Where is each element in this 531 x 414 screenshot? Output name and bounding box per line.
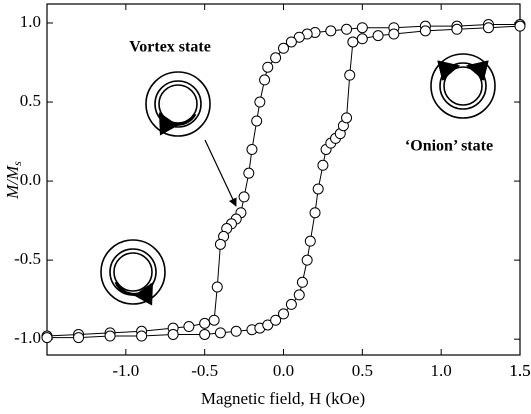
data-point bbox=[356, 22, 368, 34]
y-axis-label-sub: s bbox=[10, 161, 24, 166]
data-point bbox=[251, 115, 263, 127]
data-point bbox=[482, 22, 494, 34]
data-point bbox=[301, 254, 313, 266]
data-point bbox=[514, 20, 526, 32]
data-point bbox=[344, 69, 356, 81]
vortex-icon-2 bbox=[100, 239, 166, 306]
data-point bbox=[214, 238, 226, 250]
data-point bbox=[238, 191, 250, 203]
data-point bbox=[419, 25, 431, 37]
data-point bbox=[183, 321, 195, 333]
data-point bbox=[136, 330, 148, 342]
data-point bbox=[208, 314, 220, 326]
data-point bbox=[278, 42, 289, 54]
y-tick-label: 1.0 bbox=[20, 12, 41, 31]
x-tick-label: 1.0 bbox=[431, 361, 452, 380]
data-point bbox=[167, 328, 179, 340]
data-point bbox=[246, 143, 258, 155]
y-tick-label: 0.5 bbox=[20, 91, 41, 110]
annotation: Vortex state bbox=[129, 39, 211, 56]
data-point bbox=[270, 52, 282, 64]
data-point bbox=[262, 319, 274, 331]
data-point bbox=[254, 96, 266, 108]
x-tick-label: -1.0 bbox=[112, 361, 139, 380]
x-tick-label: 1.5 bbox=[509, 361, 530, 380]
data-point bbox=[211, 281, 223, 293]
data-point bbox=[325, 25, 337, 37]
x-tick-label: -0.5 bbox=[191, 361, 218, 380]
data-point bbox=[293, 289, 305, 301]
data-point bbox=[41, 332, 53, 344]
data-point bbox=[104, 330, 116, 342]
data-point bbox=[262, 61, 274, 73]
data-point bbox=[372, 30, 384, 42]
vortex-icon bbox=[145, 71, 211, 137]
data-point bbox=[199, 317, 211, 329]
y-tick-label: 0.0 bbox=[20, 170, 41, 189]
data-point bbox=[73, 332, 85, 344]
x-tick-label: 0.5 bbox=[352, 361, 373, 380]
data-point bbox=[356, 33, 368, 45]
data-point bbox=[309, 207, 321, 219]
data-point bbox=[388, 28, 400, 40]
data-point bbox=[270, 314, 282, 326]
onion-icon bbox=[430, 53, 496, 119]
y-axis-label: M/Ms bbox=[3, 161, 24, 200]
data-point bbox=[347, 36, 359, 48]
y-tick-label: -0.5 bbox=[14, 249, 41, 268]
data-point bbox=[451, 23, 463, 35]
data-point bbox=[341, 23, 353, 35]
data-point bbox=[285, 298, 297, 310]
data-point bbox=[199, 328, 211, 340]
data-point bbox=[285, 36, 297, 48]
data-point bbox=[296, 276, 308, 288]
annotation: ‘Onion’ state bbox=[405, 138, 493, 155]
data-point bbox=[317, 159, 329, 171]
data-point bbox=[230, 325, 242, 337]
x-axis-label: Magnetic field, H (kOe) bbox=[201, 389, 365, 408]
data-point bbox=[259, 74, 271, 86]
x-tick-label: 0.0 bbox=[273, 361, 294, 380]
data-point bbox=[214, 327, 226, 339]
data-point bbox=[304, 235, 316, 247]
y-axis-label-main: M/M bbox=[3, 165, 22, 200]
data-point bbox=[278, 308, 289, 320]
data-point bbox=[293, 31, 305, 43]
data-point bbox=[243, 167, 255, 179]
annotation-arrow bbox=[204, 139, 237, 207]
data-point bbox=[341, 112, 353, 124]
data-point bbox=[312, 183, 324, 195]
y-tick-label: -1.0 bbox=[14, 328, 41, 347]
x-tick-label: 1.5 bbox=[509, 361, 530, 380]
